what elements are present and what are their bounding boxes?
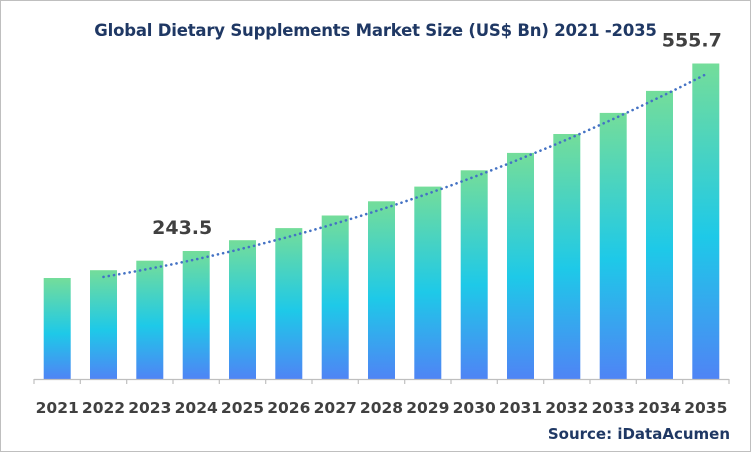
bar-2025 bbox=[229, 240, 256, 379]
bar-series bbox=[43, 63, 720, 380]
x-tick-label: 2022 bbox=[82, 399, 125, 417]
bar-2035 bbox=[692, 63, 720, 379]
x-tick-label: 2034 bbox=[638, 399, 681, 417]
bar-2031 bbox=[507, 152, 534, 379]
bar-2021 bbox=[43, 278, 71, 379]
data-label-2024: 243.5 bbox=[152, 217, 212, 239]
x-tick-label: 2035 bbox=[684, 399, 727, 417]
bar-2023 bbox=[136, 260, 164, 379]
bar-2034 bbox=[646, 90, 673, 380]
bar-2030 bbox=[460, 170, 488, 379]
bar-2024 bbox=[182, 251, 210, 379]
x-tick-label: 2021 bbox=[36, 399, 79, 417]
bar-2028 bbox=[368, 201, 395, 379]
data-labels: 243.5 555.7 bbox=[152, 30, 722, 240]
x-tick-label: 2027 bbox=[314, 399, 357, 417]
chart-title: Global Dietary Supplements Market Size (… bbox=[94, 21, 657, 40]
bar-2029 bbox=[414, 186, 442, 379]
data-label-2035: 555.7 bbox=[662, 30, 722, 52]
x-tick-label: 2032 bbox=[545, 399, 588, 417]
x-tick-label: 2024 bbox=[175, 399, 218, 417]
x-axis bbox=[33, 378, 730, 384]
x-tick-label: 2031 bbox=[499, 399, 542, 417]
bar-2026 bbox=[275, 228, 303, 379]
x-tick-label: 2026 bbox=[267, 399, 310, 417]
x-tick-label: 2033 bbox=[592, 399, 635, 417]
x-tick-label: 2028 bbox=[360, 399, 403, 417]
bar-2022 bbox=[90, 270, 117, 379]
bar-2032 bbox=[553, 134, 581, 379]
bar-2027 bbox=[321, 215, 349, 379]
x-tick-labels: 2021 2022 2023 2024 2025 2026 2027 2028 2029 2030… bbox=[36, 399, 728, 417]
x-tick-label: 2025 bbox=[221, 399, 264, 417]
x-tick-label: 2030 bbox=[453, 399, 496, 417]
bar-2033 bbox=[599, 112, 627, 380]
x-tick-label: 2029 bbox=[406, 399, 449, 417]
x-tick-label: 2023 bbox=[128, 399, 171, 417]
source-note: Source: iDataAcumen bbox=[547, 425, 730, 443]
